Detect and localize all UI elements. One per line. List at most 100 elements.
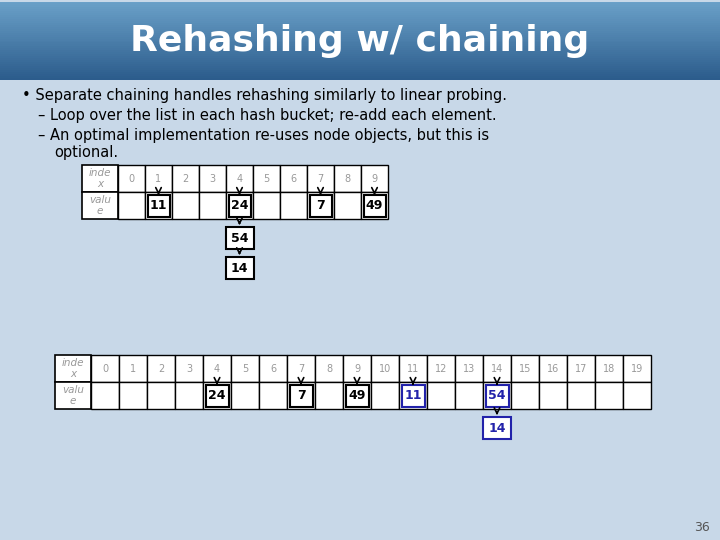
Bar (0, 68, 720, 70)
Text: 49: 49 (348, 389, 366, 402)
Bar (175, 355, 203, 382)
Bar (0, 8, 720, 10)
Text: 3: 3 (186, 363, 192, 374)
Bar (315, 382, 343, 409)
Text: 11: 11 (404, 389, 422, 402)
Bar (259, 382, 287, 409)
Text: 0: 0 (102, 363, 108, 374)
Bar (307, 165, 334, 192)
Bar (203, 355, 231, 382)
Bar (259, 355, 287, 382)
Bar (253, 165, 280, 192)
Bar (399, 355, 427, 382)
Bar (307, 192, 334, 219)
Text: 6: 6 (270, 363, 276, 374)
Text: • Separate chaining handles rehashing similarly to linear probing.: • Separate chaining handles rehashing si… (22, 88, 507, 103)
Bar (203, 382, 231, 409)
Bar (0, 76, 720, 78)
Bar (0, 29, 720, 31)
Bar (334, 165, 361, 192)
Bar (0, 43, 720, 45)
Bar (0, 70, 720, 72)
Bar (148, 194, 169, 217)
Text: 7: 7 (298, 363, 304, 374)
Bar (287, 382, 315, 409)
Bar (199, 192, 226, 219)
Bar (485, 384, 508, 407)
Bar (0, 73, 720, 76)
Bar (226, 165, 253, 192)
Text: 14: 14 (491, 363, 503, 374)
Bar (595, 355, 623, 382)
Text: 8: 8 (344, 173, 351, 184)
Text: 16: 16 (547, 363, 559, 374)
Bar (280, 165, 307, 192)
Bar (567, 355, 595, 382)
Bar (0, 21, 720, 23)
Bar (623, 355, 651, 382)
Text: 9: 9 (372, 173, 377, 184)
Bar (172, 192, 199, 219)
Bar (483, 382, 511, 409)
Bar (511, 355, 539, 382)
Bar (371, 355, 399, 382)
Text: inde
x: inde x (62, 357, 84, 379)
Bar (0, 2, 720, 4)
Text: 12: 12 (435, 363, 447, 374)
Bar (483, 355, 511, 382)
Bar (0, 66, 720, 68)
Text: 2: 2 (158, 363, 164, 374)
Text: 10: 10 (379, 363, 391, 374)
Bar (0, 46, 720, 49)
Bar (0, 5, 720, 8)
Bar (231, 382, 259, 409)
Text: 24: 24 (208, 389, 226, 402)
Text: optional.: optional. (54, 145, 118, 160)
Bar (0, 25, 720, 28)
Bar (567, 382, 595, 409)
Text: 18: 18 (603, 363, 615, 374)
Bar (280, 192, 307, 219)
Bar (0, 27, 720, 29)
Text: valu
e: valu e (62, 384, 84, 406)
Text: 0: 0 (128, 173, 135, 184)
Bar (0, 13, 720, 16)
Bar (175, 382, 203, 409)
Bar (0, 78, 720, 80)
Text: 14: 14 (230, 261, 248, 274)
Bar (0, 23, 720, 25)
Text: 5: 5 (242, 363, 248, 374)
Bar (455, 355, 483, 382)
Bar (361, 165, 388, 192)
Bar (427, 355, 455, 382)
Text: – Loop over the list in each hash bucket; re-add each element.: – Loop over the list in each hash bucket… (38, 108, 497, 123)
Bar (0, 52, 720, 55)
Text: inde
x: inde x (89, 168, 112, 190)
Bar (225, 257, 253, 279)
Text: 5: 5 (264, 173, 269, 184)
Bar (402, 384, 425, 407)
Bar (0, 72, 720, 74)
Bar (310, 194, 331, 217)
Text: – An optimal implementation re-uses node objects, but this is: – An optimal implementation re-uses node… (38, 128, 489, 143)
Bar (0, 44, 720, 47)
Bar (172, 165, 199, 192)
Text: 24: 24 (230, 199, 248, 212)
Text: 11: 11 (150, 199, 167, 212)
Bar (119, 382, 147, 409)
Bar (205, 384, 228, 407)
Bar (427, 382, 455, 409)
Bar (539, 382, 567, 409)
Bar (0, 48, 720, 51)
Bar (119, 355, 147, 382)
Bar (82, 192, 118, 219)
Text: 1: 1 (156, 173, 161, 184)
Text: 13: 13 (463, 363, 475, 374)
Bar (147, 382, 175, 409)
Bar (0, 3, 720, 6)
Bar (253, 192, 280, 219)
Text: 7: 7 (318, 173, 323, 184)
Bar (483, 417, 511, 439)
Bar (0, 35, 720, 37)
Bar (91, 382, 119, 409)
